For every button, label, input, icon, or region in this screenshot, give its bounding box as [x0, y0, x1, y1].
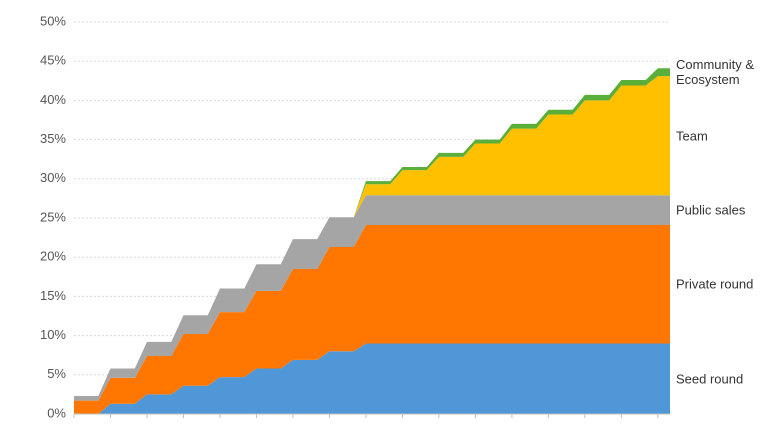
series-label: Community & Ecosystem — [676, 57, 755, 88]
series-label: Team — [676, 128, 708, 144]
y-tick-label: 15% — [40, 288, 66, 303]
y-tick-label: 0% — [47, 405, 66, 420]
y-tick-label: 35% — [40, 131, 66, 146]
y-tick-label: 45% — [40, 53, 66, 68]
y-tick-label: 5% — [47, 366, 66, 381]
y-tick-label: 10% — [40, 327, 66, 342]
y-tick-label: 25% — [40, 209, 66, 224]
series-label: Seed round — [676, 371, 744, 387]
y-tick-label: 40% — [40, 92, 66, 107]
area — [74, 195, 670, 401]
area — [74, 343, 670, 414]
y-tick-label: 50% — [40, 13, 66, 28]
y-tick-label: 30% — [40, 170, 66, 185]
series-label: Private round — [676, 276, 754, 292]
y-tick-label: 20% — [40, 249, 66, 264]
area — [74, 225, 670, 414]
series-label: Public sales — [676, 202, 746, 218]
area — [74, 76, 670, 396]
